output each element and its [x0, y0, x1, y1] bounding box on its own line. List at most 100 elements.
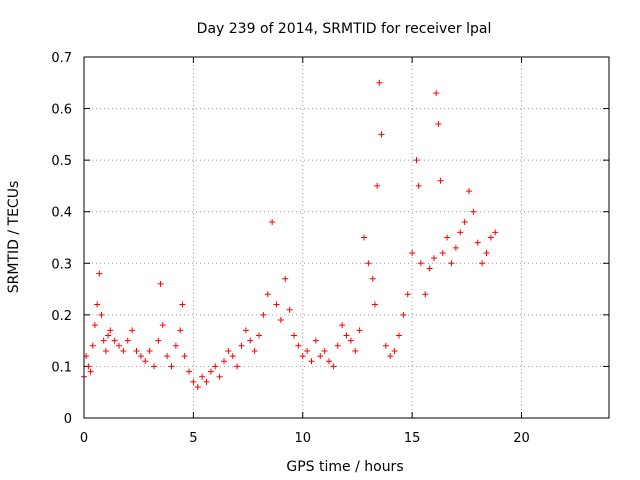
- data-point: [299, 353, 306, 360]
- data-point: [105, 332, 112, 339]
- data-point: [85, 363, 92, 370]
- data-point: [207, 368, 214, 375]
- data-point: [256, 332, 262, 339]
- data-point: [116, 342, 122, 349]
- y-tick-label: 0.2: [51, 309, 72, 324]
- data-point: [409, 249, 416, 256]
- data-point: [457, 229, 464, 236]
- data-point: [102, 347, 109, 354]
- data-point: [312, 337, 319, 344]
- data-point: [382, 342, 389, 349]
- data-point: [100, 337, 107, 344]
- data-point: [470, 208, 477, 215]
- data-point: [98, 311, 105, 318]
- data-point: [435, 121, 442, 128]
- chart-title: Day 239 of 2014, SRMTID for receiver lpa…: [197, 21, 492, 37]
- data-point: [396, 332, 402, 339]
- data-point: [374, 182, 381, 189]
- data-point: [111, 337, 118, 344]
- data-point: [181, 353, 188, 360]
- data-point: [492, 229, 499, 236]
- data-point: [282, 275, 289, 282]
- data-point: [361, 234, 367, 241]
- y-tick-label: 0: [64, 412, 72, 427]
- data-point: [229, 353, 236, 360]
- data-point: [203, 378, 210, 385]
- data-point: [466, 188, 472, 195]
- data-point: [369, 275, 376, 282]
- data-point: [376, 79, 383, 86]
- data-point: [391, 347, 398, 354]
- grid-lines: [84, 57, 609, 418]
- data-point: [159, 322, 166, 329]
- data-point: [96, 270, 103, 277]
- data-point: [91, 322, 98, 329]
- data-point: [129, 327, 136, 334]
- data-point: [164, 353, 171, 360]
- data-point: [238, 342, 245, 349]
- data-point: [199, 373, 206, 380]
- y-tick-label: 0.5: [51, 154, 72, 169]
- data-point: [286, 306, 293, 313]
- data-point: [260, 311, 267, 318]
- plot-frame: [83, 56, 610, 419]
- data-point: [273, 301, 280, 308]
- data-point: [426, 265, 433, 272]
- data-point: [304, 347, 311, 354]
- data-point: [326, 358, 332, 365]
- data-point: [487, 234, 494, 241]
- data-point: [308, 358, 315, 365]
- data-point: [251, 347, 258, 354]
- data-point: [321, 347, 328, 354]
- data-point: [483, 249, 490, 256]
- data-point: [269, 219, 276, 226]
- data-point: [339, 322, 346, 329]
- data-point: [172, 342, 179, 349]
- data-point: [87, 368, 94, 375]
- data-point: [216, 373, 223, 380]
- data-point: [330, 363, 337, 370]
- data-point: [168, 363, 175, 370]
- x-tick-label: 15: [404, 431, 421, 446]
- y-tick-label: 0.1: [51, 360, 72, 375]
- data-point: [124, 337, 131, 344]
- data-point: [439, 249, 446, 256]
- axis-ticks: 0 0.1 0.2 0.3 0.4 0.5 0.6 0.7 0 5 10 15 20: [51, 51, 609, 446]
- data-point: [221, 358, 227, 365]
- data-point: [343, 332, 350, 339]
- data-point: [89, 342, 96, 349]
- data-point: [413, 157, 420, 164]
- data-point: [291, 332, 297, 339]
- data-point: [179, 301, 186, 308]
- data-point: [146, 347, 153, 354]
- data-point: [234, 363, 241, 370]
- y-tick-label: 0.6: [51, 103, 72, 118]
- data-point: [137, 353, 144, 360]
- data-point: [444, 234, 451, 241]
- data-point: [356, 327, 363, 334]
- data-point: [461, 219, 468, 226]
- data-point: [347, 337, 354, 344]
- x-axis-label: GPS time / hours: [286, 459, 403, 475]
- data-point: [422, 291, 429, 298]
- data-point: [295, 342, 302, 349]
- data-point: [365, 260, 372, 267]
- data-point: [400, 311, 407, 318]
- data-point: [431, 255, 437, 262]
- data-point: [437, 177, 444, 184]
- data-point: [371, 301, 378, 308]
- data-point: [352, 347, 359, 354]
- data-point: [151, 363, 157, 370]
- data-point: [133, 347, 140, 354]
- y-tick-label: 0.4: [51, 206, 72, 221]
- y-tick-label: 0.7: [51, 51, 72, 66]
- data-point: [142, 358, 149, 365]
- data-point: [417, 260, 424, 267]
- data-point: [194, 384, 201, 391]
- data-point: [247, 337, 254, 344]
- data-point: [387, 353, 394, 360]
- data-point: [177, 327, 184, 334]
- data-point: [317, 353, 324, 360]
- data-point: [415, 182, 422, 189]
- data-points: [81, 79, 499, 391]
